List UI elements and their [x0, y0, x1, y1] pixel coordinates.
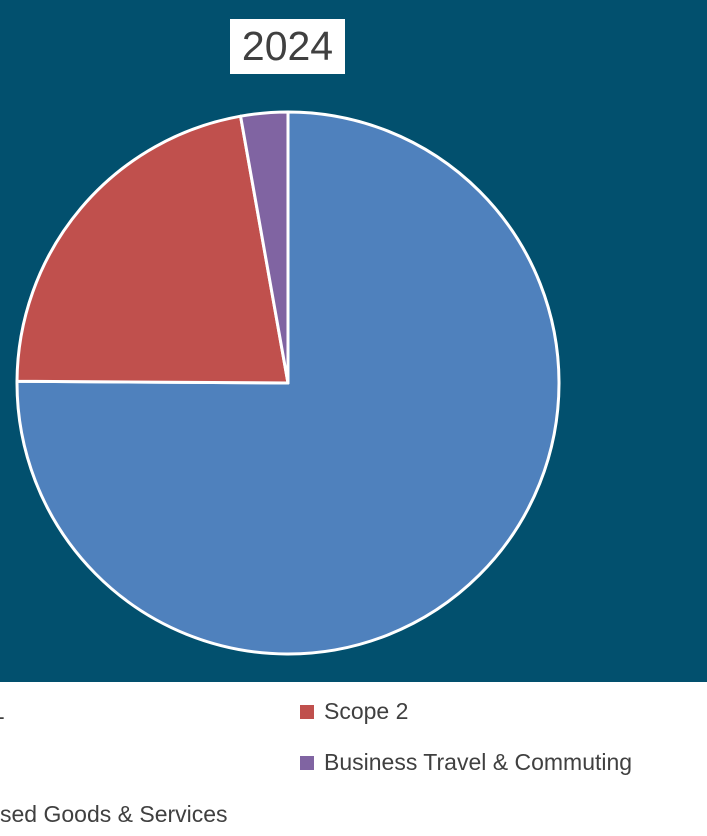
pie-slice-purchased-goods-services: [15, 110, 561, 656]
legend-swatch: [300, 704, 314, 719]
legend-label: Business Travel & Commuting: [324, 749, 633, 775]
pie-slice-scope-2: [15, 114, 290, 385]
chart-title: 2024: [230, 19, 345, 74]
legend-label: sed Goods & Services: [0, 801, 228, 827]
legend-item-purchased-goods: sed Goods & Services: [0, 801, 228, 828]
legend-item-business-travel: Business Travel & Commuting: [300, 749, 632, 776]
legend-swatch: [300, 755, 314, 770]
legend-item-scope-1: 1: [0, 698, 5, 725]
pie-slice-business-travel-commuting: [239, 110, 290, 385]
legend-label: 1: [0, 698, 5, 725]
legend-label: Scope 2: [324, 698, 409, 724]
pie-chart: [15, 110, 561, 656]
legend-item-scope-2: Scope 2: [300, 698, 408, 725]
